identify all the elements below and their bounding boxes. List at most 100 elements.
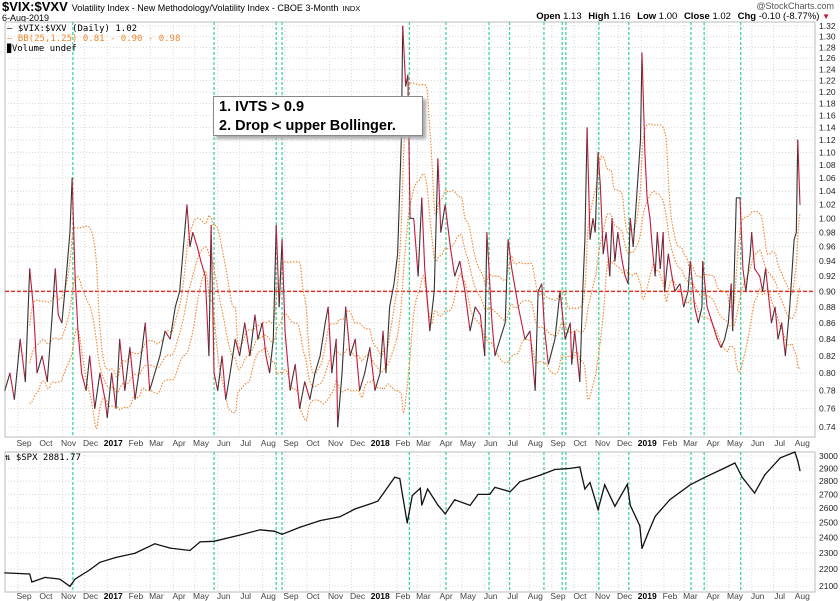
series-segment xyxy=(586,127,591,240)
x-tick-label: Jun xyxy=(217,438,231,448)
series-segment xyxy=(632,204,637,247)
spx-point xyxy=(419,487,421,489)
series-segment xyxy=(99,372,106,400)
y-tick-label: 0.80 xyxy=(819,368,836,378)
series-point xyxy=(319,355,321,357)
x-tick-label: Apr xyxy=(706,438,719,448)
series-segment xyxy=(208,225,212,356)
x-tick-label: May xyxy=(460,591,477,601)
series-point xyxy=(511,268,513,270)
series-point xyxy=(793,239,795,240)
x-tick-label: Apr xyxy=(439,438,452,448)
series-point xyxy=(582,290,584,292)
spx-point xyxy=(597,508,599,511)
spx-point xyxy=(454,499,456,501)
series-segment xyxy=(289,364,296,391)
series-segment xyxy=(594,152,599,233)
series-point xyxy=(720,347,722,348)
spx-point xyxy=(29,573,31,575)
series-point xyxy=(294,363,296,365)
spx-point xyxy=(369,503,371,505)
x-tick-label: Nov xyxy=(595,438,611,448)
y-tick-label: 2300 xyxy=(819,548,838,558)
spx-point xyxy=(31,581,33,583)
series-segment xyxy=(200,261,206,277)
open-label: Open xyxy=(536,11,561,22)
spx-point xyxy=(754,492,756,494)
brand-link[interactable]: @StockCharts.com xyxy=(756,1,834,11)
series-segment xyxy=(664,253,669,292)
series-point xyxy=(69,231,71,233)
series-point xyxy=(104,399,106,400)
series-point xyxy=(407,74,409,76)
series-segment xyxy=(319,322,326,356)
series-point xyxy=(249,355,251,357)
series-point xyxy=(134,399,136,400)
series-segment xyxy=(732,197,737,331)
spx-point xyxy=(797,460,799,462)
series-point xyxy=(435,239,437,240)
series-point xyxy=(389,306,391,308)
legend-volume: ▉Volume undef xyxy=(7,44,77,54)
series-point xyxy=(762,290,764,292)
x-tick-label: Jul xyxy=(507,591,518,601)
x-tick-label: Aug xyxy=(261,591,276,601)
series-point xyxy=(735,197,737,199)
series-segment xyxy=(582,239,586,292)
spx-point xyxy=(114,557,116,559)
series-segment xyxy=(61,276,67,323)
series-point xyxy=(51,322,53,324)
high-label: High xyxy=(588,11,610,22)
series-point xyxy=(265,355,267,357)
series-segment xyxy=(379,330,384,374)
series-point xyxy=(727,322,729,324)
series-segment xyxy=(275,225,280,307)
series-segment xyxy=(24,268,31,382)
series-segment xyxy=(671,276,676,292)
spx-point xyxy=(639,525,641,527)
series-point xyxy=(89,355,91,357)
series-segment xyxy=(511,268,519,308)
x-tick-label: 2017 xyxy=(104,591,123,601)
series-segment xyxy=(474,306,481,316)
series-point xyxy=(459,260,461,262)
series-point xyxy=(517,306,519,308)
spx-point xyxy=(641,547,643,550)
x-tick-label: 2018 xyxy=(371,438,390,448)
series-segment xyxy=(164,330,171,340)
series-point xyxy=(61,322,63,324)
series-point xyxy=(749,253,751,255)
series-point xyxy=(200,260,202,262)
vix-vxv-series xyxy=(4,25,801,428)
series-point xyxy=(771,322,772,324)
series-point xyxy=(337,426,339,428)
series-point xyxy=(537,290,539,292)
series-segment xyxy=(609,218,613,277)
series-segment xyxy=(221,355,227,400)
series-point xyxy=(654,275,656,277)
series-point xyxy=(651,246,653,248)
series-point xyxy=(234,338,236,340)
series-point xyxy=(437,158,439,160)
series-point xyxy=(569,322,571,324)
series-point xyxy=(644,151,646,153)
series-point xyxy=(269,372,271,374)
series-segment xyxy=(597,152,601,185)
x-tick-label: Oct xyxy=(306,438,320,448)
series-segment xyxy=(491,322,496,356)
series-segment xyxy=(254,314,259,340)
x-tick-label: Feb xyxy=(129,591,144,601)
series-segment xyxy=(154,355,161,374)
series-point xyxy=(327,306,329,308)
y-tick-label: 1.26 xyxy=(819,53,836,63)
series-point xyxy=(664,290,666,292)
series-point xyxy=(77,330,79,332)
x-tick-label: Sep xyxy=(550,438,565,448)
x-tick-label: Apr xyxy=(172,591,185,601)
x-tick-label: Jul xyxy=(240,438,251,448)
spx-point xyxy=(554,468,556,471)
x-tick-label: Mar xyxy=(683,591,698,601)
chart-symbol: $VIX:$VXV xyxy=(2,0,68,14)
series-point xyxy=(640,139,641,141)
